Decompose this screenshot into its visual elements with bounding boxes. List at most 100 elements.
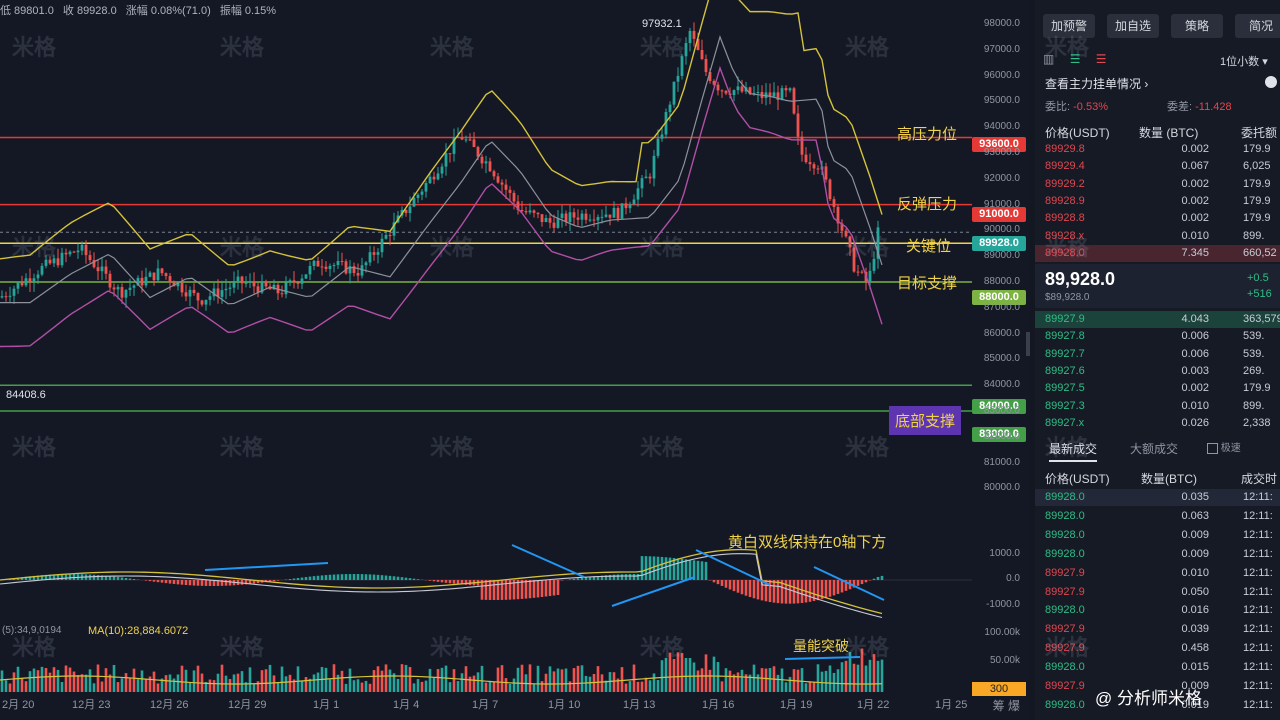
ask-row[interactable]: 89929.8 0.002 179.9 xyxy=(1035,141,1280,158)
tab-latest-trades[interactable]: 最新成交 xyxy=(1049,440,1098,462)
macd-bar xyxy=(388,575,392,580)
alert-button[interactable]: 加预警 xyxy=(1043,14,1095,38)
candle-body xyxy=(388,235,392,237)
trade-header-qty[interactable]: 数量(BTC) xyxy=(1141,472,1197,486)
trade-row[interactable]: 89928.0 0.015 12:11: xyxy=(1035,659,1280,676)
price-chart[interactable]: 低 89801.0 收 89928.0 涨幅 0.08%(71.0) 振幅 0.… xyxy=(0,0,1030,720)
volume-bar xyxy=(632,664,636,692)
macd-bar xyxy=(440,580,444,583)
trade-row[interactable]: 89928.0 0.035 12:11: xyxy=(1035,489,1280,506)
volume-bar xyxy=(692,662,696,692)
volume-bar xyxy=(540,681,544,692)
order-book-panel: 加预警 加自选 策略 简况 ▥ ☰ ☰ 1位小数 ▾ 查看主力挂单情况 › 委比… xyxy=(1035,0,1280,720)
candle-body xyxy=(244,282,248,284)
overview-button[interactable]: 简况 xyxy=(1235,14,1280,38)
volume-bar xyxy=(356,679,360,692)
trade-row[interactable]: 89927.9 0.050 12:11: xyxy=(1035,584,1280,601)
book-asks-icon[interactable]: ☰ xyxy=(1095,52,1107,66)
watchlist-button[interactable]: 加自选 xyxy=(1107,14,1159,38)
candle-body xyxy=(604,214,608,217)
x-axis-label: 1月 19 xyxy=(780,699,813,711)
candle-body xyxy=(692,30,696,39)
bid-row[interactable]: 89927.x 0.026 2,338 xyxy=(1035,415,1280,432)
macd-bar xyxy=(464,580,468,585)
footer-tools[interactable]: 筹 爆 xyxy=(992,699,1020,713)
macd-bar xyxy=(592,576,596,580)
bid-row[interactable]: 89927.8 0.006 539. xyxy=(1035,328,1280,345)
trend-arrow xyxy=(611,576,696,607)
volume-bar xyxy=(104,668,108,692)
bid-row[interactable]: 89927.3 0.010 899. xyxy=(1035,398,1280,415)
row-total: 12:11: xyxy=(1243,623,1273,636)
trade-row[interactable]: 89928.0 0.009 12:11: xyxy=(1035,527,1280,544)
row-total: 179.9 xyxy=(1243,382,1271,395)
macd-bar xyxy=(600,575,604,580)
ask-row[interactable]: 89929.2 0.002 179.9 xyxy=(1035,176,1280,193)
row-price: 89928.0 xyxy=(1045,698,1085,711)
book-both-icon[interactable]: ▥ xyxy=(1043,52,1055,66)
macd-bar xyxy=(712,580,716,583)
toggle-switch[interactable] xyxy=(1265,76,1277,88)
volume-bar xyxy=(388,669,392,692)
ask-row[interactable]: 89928.x 0.010 899. xyxy=(1035,228,1280,245)
candle-body xyxy=(448,153,452,155)
layout-icons[interactable]: ▥ ☰ ☰ xyxy=(1043,52,1107,66)
volume-bar xyxy=(488,680,492,692)
volume-bar xyxy=(728,670,732,692)
ask-row[interactable]: 89929.4 0.067 6,025 xyxy=(1035,158,1280,175)
bid-row[interactable]: 89927.9 4.043 363,579 xyxy=(1035,311,1280,328)
y-axis-label: 89000.0 xyxy=(983,250,1020,262)
candle-body xyxy=(212,288,216,297)
candle-body xyxy=(868,270,872,283)
trade-row[interactable]: 89927.9 0.009 12:11: xyxy=(1035,678,1280,695)
candle-body xyxy=(316,260,320,267)
volume-bar xyxy=(508,683,512,692)
book-header-qty[interactable]: 数量 (BTC) xyxy=(1139,126,1199,140)
decimal-select[interactable]: 1位小数 ▾ xyxy=(1220,53,1268,69)
macd-bar xyxy=(616,574,620,580)
trade-row[interactable]: 89928.0 0.016 12:11: xyxy=(1035,602,1280,619)
trade-row[interactable]: 89928.0 0.009 12:11: xyxy=(1035,546,1280,563)
bid-row[interactable]: 89927.7 0.006 539. xyxy=(1035,346,1280,363)
candle-body xyxy=(64,252,68,255)
candle-body xyxy=(732,90,736,96)
volume-bar xyxy=(148,676,152,692)
volume-bar xyxy=(164,675,168,692)
checkbox-icon[interactable] xyxy=(1207,442,1218,454)
tab-large-trades[interactable]: 大额成交 xyxy=(1130,442,1179,456)
ask-row[interactable]: 89928.0 7.345 660,52 xyxy=(1035,244,1280,262)
macd-bar xyxy=(444,580,448,583)
candle-body xyxy=(432,176,436,180)
book-bids-icon[interactable]: ☰ xyxy=(1069,52,1081,66)
candle-body xyxy=(260,281,264,293)
y-axis-label: 91000.0 xyxy=(983,198,1020,210)
price-label-83000: 83000.0 xyxy=(972,427,1026,442)
trade-row[interactable]: 89928.0 0.019 12:11: xyxy=(1035,697,1280,714)
macd-bar xyxy=(584,577,588,580)
volume-bar xyxy=(512,678,516,692)
fast-checkbox[interactable]: 极速 xyxy=(1207,439,1241,454)
ask-row[interactable]: 89928.9 0.002 179.9 xyxy=(1035,193,1280,210)
row-qty: 7.345 xyxy=(1181,246,1209,259)
book-header-price: 价格(USDT) xyxy=(1045,126,1110,140)
macd-bar xyxy=(176,580,180,585)
macd-bar xyxy=(404,577,408,580)
bid-row[interactable]: 89927.5 0.002 179.9 xyxy=(1035,380,1280,397)
y-axis-label: 83000.0 xyxy=(983,405,1020,416)
candle-body xyxy=(164,273,168,277)
row-price: 89928.0 xyxy=(1045,547,1085,560)
macd-bar xyxy=(48,574,52,580)
trade-row[interactable]: 89928.0 0.063 12:11: xyxy=(1035,508,1280,525)
panel-collapse-handle[interactable] xyxy=(1026,332,1030,356)
chart-canvas[interactable] xyxy=(0,0,1030,720)
macd-bar xyxy=(124,577,128,580)
macd-bar xyxy=(104,575,108,580)
strategy-button[interactable]: 策略 xyxy=(1171,14,1223,38)
trade-row[interactable]: 89927.9 0.458 12:11: xyxy=(1035,640,1280,657)
trade-row[interactable]: 89927.9 0.039 12:11: xyxy=(1035,621,1280,638)
macd-bar xyxy=(860,580,864,585)
bid-row[interactable]: 89927.6 0.003 269. xyxy=(1035,363,1280,380)
trade-row[interactable]: 89927.9 0.010 12:11: xyxy=(1035,565,1280,582)
main-order-link[interactable]: 查看主力挂单情况 › xyxy=(1045,75,1148,92)
ask-row[interactable]: 89928.8 0.002 179.9 xyxy=(1035,210,1280,227)
